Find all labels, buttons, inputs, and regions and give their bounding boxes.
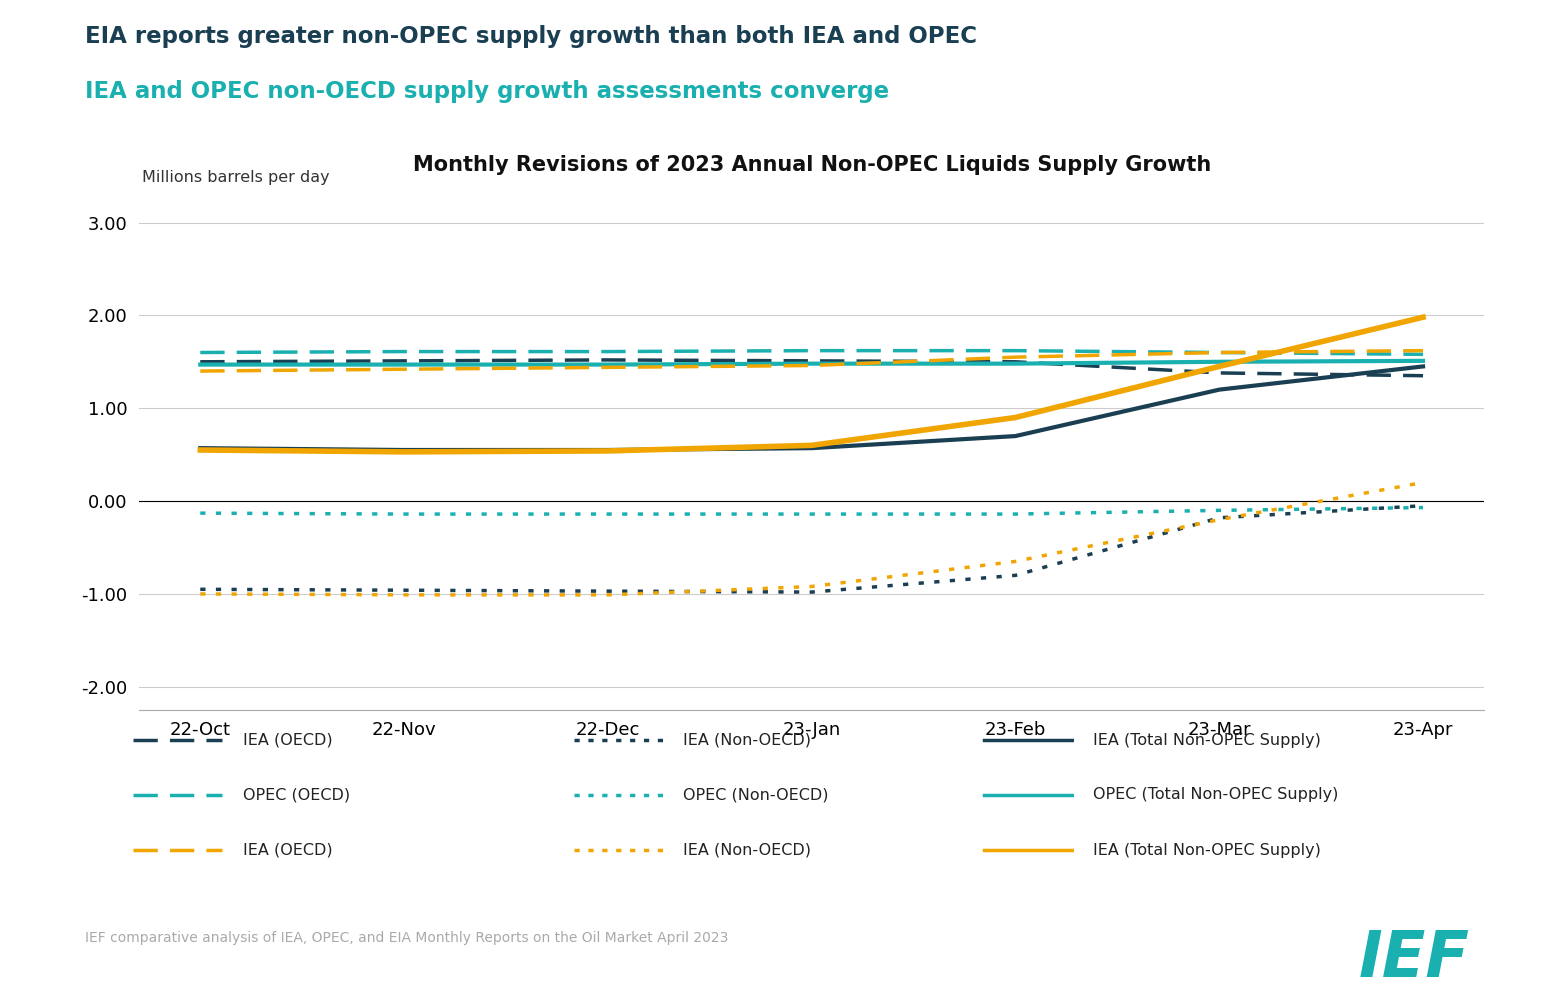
- Text: IEA (Total Non-OPEC Supply): IEA (Total Non-OPEC Supply): [1093, 732, 1320, 748]
- Text: EIA reports greater non-OPEC supply growth than both IEA and OPEC: EIA reports greater non-OPEC supply grow…: [85, 25, 977, 48]
- Text: OPEC (Non-OECD): OPEC (Non-OECD): [683, 788, 829, 802]
- Text: IEF: IEF: [1359, 928, 1470, 990]
- Text: IEA (Non-OECD): IEA (Non-OECD): [683, 842, 812, 857]
- Text: IEF comparative analysis of IEA, OPEC, and EIA Monthly Reports on the Oil Market: IEF comparative analysis of IEA, OPEC, a…: [85, 931, 728, 945]
- Text: IEA (Total Non-OPEC Supply): IEA (Total Non-OPEC Supply): [1093, 842, 1320, 857]
- Text: OPEC (Total Non-OPEC Supply): OPEC (Total Non-OPEC Supply): [1093, 788, 1339, 802]
- Text: IEA (OECD): IEA (OECD): [243, 732, 332, 748]
- Text: OPEC (OECD): OPEC (OECD): [243, 788, 349, 802]
- Text: IEA and OPEC non-OECD supply growth assessments converge: IEA and OPEC non-OECD supply growth asse…: [85, 80, 889, 103]
- Text: IEA (Non-OECD): IEA (Non-OECD): [683, 732, 812, 748]
- Text: Millions barrels per day: Millions barrels per day: [142, 170, 329, 185]
- Text: IEA (OECD): IEA (OECD): [243, 842, 332, 857]
- Text: Monthly Revisions of 2023 Annual Non-OPEC Liquids Supply Growth: Monthly Revisions of 2023 Annual Non-OPE…: [413, 155, 1211, 175]
